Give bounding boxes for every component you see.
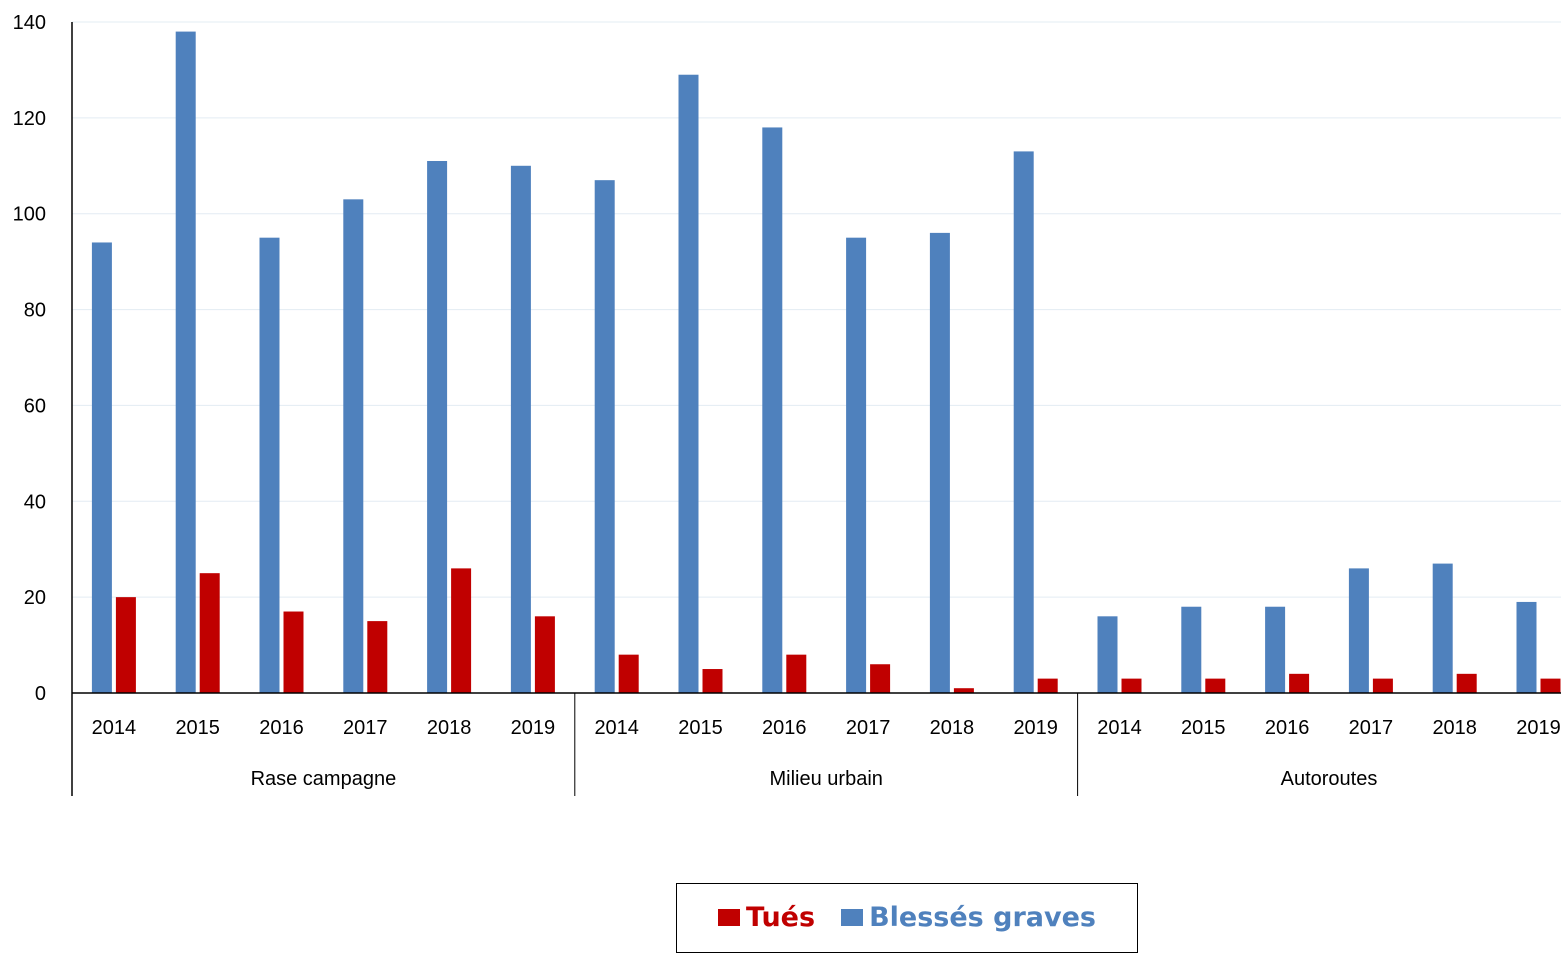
x-tick-label: 2019 <box>511 717 556 739</box>
bar-tues <box>870 664 891 693</box>
legend-item-tues: Tués <box>718 902 815 933</box>
bar-tues <box>702 669 723 693</box>
y-tick-label: 120 <box>13 108 46 130</box>
bar-blesses-graves <box>175 31 196 694</box>
bar-blesses-graves <box>1181 606 1202 693</box>
x-tick-label: 2015 <box>1181 717 1226 739</box>
bar-blesses-graves <box>259 237 280 693</box>
x-tick-label: 2017 <box>343 717 388 739</box>
x-tick-label: 2019 <box>1013 717 1058 739</box>
x-tick-label: 2015 <box>175 717 220 739</box>
x-tick-label: 2017 <box>846 717 891 739</box>
x-tick-label: 2017 <box>1349 717 1394 739</box>
group-label: Rase campagne <box>251 768 397 790</box>
legend-item-blesses-graves: Blessés graves <box>841 902 1096 933</box>
legend: Tués Blessés graves <box>676 883 1138 953</box>
group-label: Autoroutes <box>1281 768 1378 790</box>
y-tick-label: 40 <box>24 491 46 513</box>
x-tick-label: 2018 <box>930 717 975 739</box>
bar-blesses-graves <box>343 199 364 694</box>
y-tick-label: 80 <box>24 300 46 322</box>
legend-label-blesses-graves: Blessés graves <box>869 902 1096 933</box>
x-tick-label: 2014 <box>594 717 639 739</box>
x-tick-label: 2018 <box>427 717 472 739</box>
bar-blesses-graves <box>678 74 699 693</box>
bar-blesses-graves <box>427 160 448 693</box>
legend-swatch-blesses-graves <box>841 909 864 926</box>
bar-blesses-graves <box>929 232 950 693</box>
bar-tues <box>1121 678 1142 693</box>
bar-tues <box>618 654 639 693</box>
legend-swatch-tues <box>718 909 740 926</box>
bar-tues <box>367 621 388 693</box>
x-tick-label: 2014 <box>92 717 137 739</box>
bar-tues <box>1372 678 1393 693</box>
bar-tues <box>199 573 220 693</box>
x-axis-ticks: 2014 2015 2016 2017 2018 2019 2014 2015 2016 2017… <box>92 717 1561 739</box>
bar-blesses-graves <box>1432 563 1453 693</box>
x-tick-label: 2015 <box>678 717 723 739</box>
bar-tues <box>1289 673 1310 693</box>
y-axis-ticks: 0 20 40 60 80 100 120 140 <box>13 12 46 705</box>
bar-tues <box>786 654 807 693</box>
bar-tues <box>115 597 136 693</box>
group-labels: Rase campagne Milieu urbain Autoroutes <box>251 768 1378 790</box>
y-tick-label: 60 <box>24 395 46 417</box>
bar-blesses-graves <box>510 165 531 694</box>
legend-label-tues: Tués <box>746 902 816 933</box>
bar-blesses-graves <box>762 127 783 693</box>
bar-blesses-graves <box>1516 601 1537 693</box>
x-tick-label: 2016 <box>1265 717 1310 739</box>
bar-blesses-graves <box>846 237 867 693</box>
x-tick-label: 2016 <box>259 717 304 739</box>
bar-tues <box>534 616 555 693</box>
y-tick-label: 100 <box>13 204 46 226</box>
bar-blesses-graves <box>1348 568 1369 693</box>
bars <box>91 31 1561 694</box>
bar-tues <box>283 611 304 693</box>
x-tick-label: 2014 <box>1097 717 1142 739</box>
bar-blesses-graves <box>594 180 615 693</box>
y-tick-label: 140 <box>13 12 46 34</box>
bar-tues <box>1540 678 1561 693</box>
bar-blesses-graves <box>1013 151 1034 693</box>
gridlines <box>72 21 1561 598</box>
bar-tues <box>953 688 974 693</box>
x-tick-label: 2018 <box>1432 717 1477 739</box>
group-label: Milieu urbain <box>770 768 883 790</box>
bar-tues <box>451 568 472 693</box>
x-tick-label: 2019 <box>1516 717 1561 739</box>
bar-blesses-graves <box>1097 616 1118 693</box>
bar-blesses-graves <box>1265 606 1286 693</box>
bar-blesses-graves <box>91 242 112 693</box>
y-tick-label: 20 <box>24 587 46 609</box>
bar-tues <box>1205 678 1226 693</box>
axes <box>71 22 1561 796</box>
bar-tues <box>1456 673 1477 693</box>
x-tick-label: 2016 <box>762 717 807 739</box>
bar-tues <box>1037 678 1058 693</box>
y-tick-label: 0 <box>35 683 46 705</box>
